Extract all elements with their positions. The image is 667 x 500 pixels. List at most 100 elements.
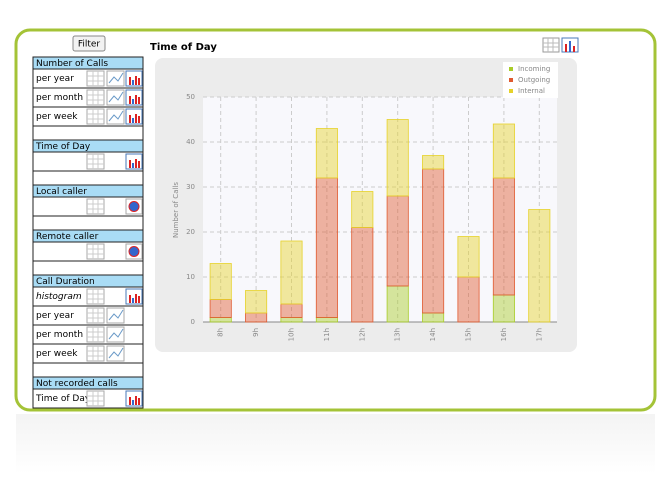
- x-tick-label: 14h: [429, 328, 437, 341]
- spacer-row: [32, 362, 144, 378]
- icon[interactable]: [86, 307, 105, 324]
- icon[interactable]: [106, 307, 125, 324]
- icon-bar: [138, 296, 140, 303]
- x-tick-label: 8h: [217, 328, 225, 337]
- legend-swatch: [509, 67, 513, 71]
- icon[interactable]: [86, 89, 105, 106]
- icon-grid: [87, 327, 104, 342]
- icon-bar: [132, 163, 134, 168]
- bar-segment: [422, 155, 445, 170]
- bar-segment: [422, 312, 445, 323]
- icon-grid: [87, 90, 104, 105]
- bar-segment: [280, 240, 303, 305]
- icon-frame: [86, 70, 105, 87]
- icon-grid: [87, 71, 104, 86]
- icon-frame: [86, 243, 105, 260]
- icon[interactable]: [86, 243, 105, 260]
- icon[interactable]: [86, 390, 105, 407]
- bar-segment: [528, 209, 551, 323]
- icon[interactable]: [86, 70, 105, 87]
- icon-grid: [87, 308, 104, 323]
- icon[interactable]: [86, 108, 105, 125]
- icon-grid: [87, 109, 104, 124]
- bar-segment: [245, 290, 268, 314]
- spacer-row: [32, 125, 144, 141]
- icon-grid: [87, 244, 104, 259]
- icon-line: [108, 347, 124, 359]
- row-label: per week: [36, 349, 78, 359]
- x-tick-label: 12h: [358, 328, 366, 341]
- icon[interactable]: [106, 108, 125, 125]
- bar-segment: [209, 263, 232, 300]
- x-tick-label: 9h: [252, 328, 260, 337]
- y-tick-label: 10: [186, 273, 195, 281]
- filter-button[interactable]: [72, 35, 106, 52]
- row-label: per week: [36, 112, 78, 122]
- row-label: histogram: [36, 292, 82, 302]
- row-label: per month: [36, 330, 83, 340]
- icon[interactable]: [125, 390, 143, 407]
- icon-bar: [138, 398, 140, 405]
- icon-frame: [86, 390, 105, 407]
- bar-segment: [315, 177, 338, 318]
- icon[interactable]: [106, 345, 125, 362]
- icon[interactable]: [125, 243, 143, 260]
- icon[interactable]: [106, 70, 125, 87]
- icon-bar: [129, 96, 131, 104]
- row-label: Time of Day: [35, 394, 91, 404]
- icon-bar: [135, 76, 137, 85]
- icon-bar: [138, 116, 140, 123]
- bar-segment: [492, 294, 515, 323]
- row-label: per month: [36, 93, 83, 103]
- icon-line: [108, 309, 124, 321]
- icon-frame: [86, 198, 105, 215]
- icon[interactable]: [86, 153, 105, 170]
- icon-frame: [86, 89, 105, 106]
- bar-segment: [351, 227, 374, 323]
- icon[interactable]: [106, 326, 125, 343]
- icon[interactable]: [86, 326, 105, 343]
- section-title: Number of Calls: [36, 59, 108, 69]
- bar-segment: [386, 195, 409, 287]
- icon[interactable]: [125, 198, 143, 215]
- icon-bar: [138, 161, 140, 168]
- icon-line: [108, 328, 124, 340]
- x-tick-label: 16h: [500, 328, 508, 341]
- view-switch[interactable]: [542, 37, 579, 53]
- icon[interactable]: [125, 288, 143, 305]
- icon[interactable]: [125, 70, 143, 87]
- icon[interactable]: [125, 89, 143, 106]
- icon[interactable]: [125, 108, 143, 125]
- y-tick-label: 40: [186, 138, 195, 146]
- bar-segment: [209, 299, 232, 318]
- row-label: per year: [36, 74, 74, 84]
- icon-bar: [129, 115, 131, 123]
- bar-segment: [245, 312, 268, 323]
- icon[interactable]: [86, 288, 105, 305]
- row-label: per year: [36, 311, 74, 321]
- icon-line: [108, 91, 124, 103]
- filter-label: Filter: [78, 40, 101, 50]
- icon-frame: [86, 153, 105, 170]
- icon[interactable]: [106, 89, 125, 106]
- icon[interactable]: [125, 153, 143, 170]
- y-tick-label: 50: [186, 93, 195, 101]
- bar-segment: [492, 123, 515, 179]
- bar-segment: [422, 168, 445, 314]
- bar-segment: [280, 303, 303, 318]
- icon-grid: [87, 391, 104, 406]
- icon-grid: [87, 289, 104, 304]
- y-tick-label: 20: [186, 228, 195, 236]
- icon-grid: [87, 154, 104, 169]
- icon[interactable]: [86, 345, 105, 362]
- icon-bar: [135, 159, 137, 168]
- icon[interactable]: [86, 198, 105, 215]
- bar-segment: [280, 317, 303, 323]
- y-tick-label: 30: [186, 183, 195, 191]
- reflection: [16, 414, 655, 474]
- icon-bar: [132, 298, 134, 303]
- icon-bar: [129, 397, 131, 405]
- bar-segment: [457, 276, 480, 323]
- icon-bar: [135, 95, 137, 104]
